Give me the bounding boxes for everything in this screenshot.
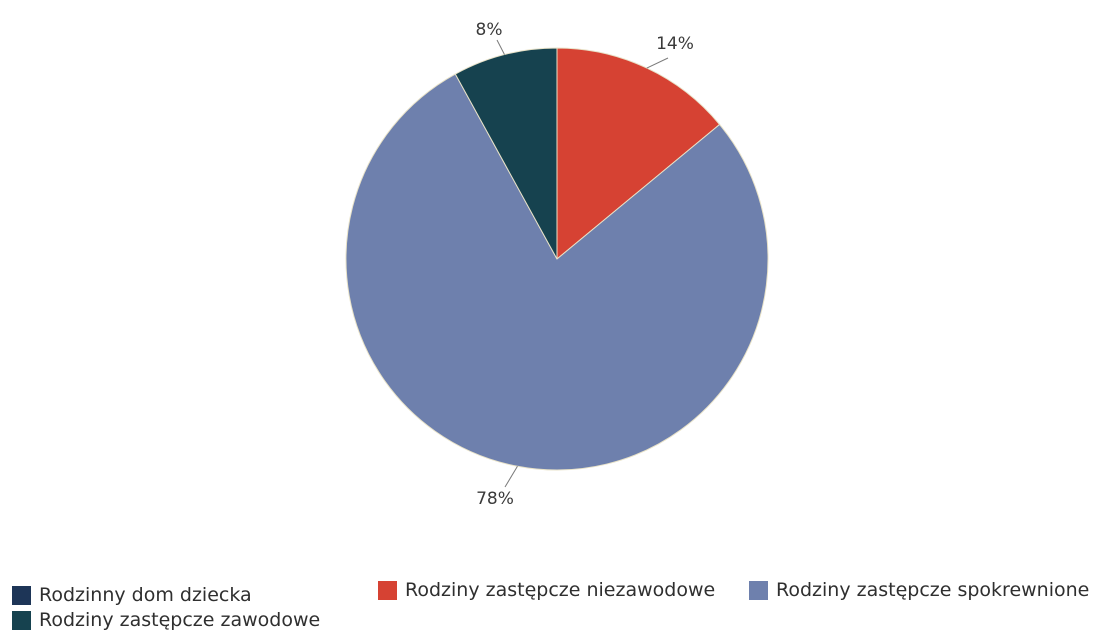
legend-item-rodziny-zastepcze-spokrewnione: Rodziny zastępcze spokrewnione (749, 579, 1089, 601)
pie-slices (345, 47, 769, 471)
legend-label-rodziny-zastepcze-zawodowe: Rodziny zastępcze zawodowe (39, 609, 321, 631)
legend-label-rodzinny-dom-dziecka: Rodzinny dom dziecka (39, 584, 252, 606)
legend-swatch-rodzinny-dom-dziecka (12, 585, 31, 605)
legend-swatch-rodziny-zastepcze-niezawodowe (378, 580, 397, 600)
legend-swatch-rodziny-zastepcze-zawodowe (12, 610, 31, 630)
legend-label-rodziny-zastepcze-niezawodowe: Rodziny zastępcze niezawodowe (405, 579, 716, 601)
leader-line-rodziny-zastepcze-spokrewnione (504, 466, 518, 488)
legend-swatch-rodziny-zastepcze-spokrewnione (749, 580, 768, 600)
legend-item-rodziny-zastepcze-zawodowe: Rodziny zastępcze zawodowe (12, 609, 320, 631)
leader-lines (496, 39, 669, 488)
legend-label-rodziny-zastepcze-spokrewnione: Rodziny zastępcze spokrewnione (776, 579, 1090, 601)
data-label-rodziny-zastepcze-niezawodowe: 14% (656, 34, 694, 54)
leader-line-rodziny-zastepcze-niezawodowe (646, 57, 669, 69)
legend-item-rodzinny-dom-dziecka: Rodzinny dom dziecka (12, 584, 252, 606)
data-label-rodziny-zastepcze-zawodowe: 8% (476, 20, 503, 40)
legend-item-rodziny-zastepcze-niezawodowe: Rodziny zastępcze niezawodowe (378, 579, 715, 601)
pie-slice-rodziny-zastepcze-niezawodowe (556, 47, 721, 261)
data-label-rodziny-zastepcze-spokrewnione: 78% (476, 489, 514, 509)
leader-line-rodziny-zastepcze-zawodowe (496, 39, 505, 55)
pie-slice-rodziny-zastepcze-zawodowe (454, 47, 558, 260)
data-labels: 14% 78% 8% (476, 20, 694, 509)
